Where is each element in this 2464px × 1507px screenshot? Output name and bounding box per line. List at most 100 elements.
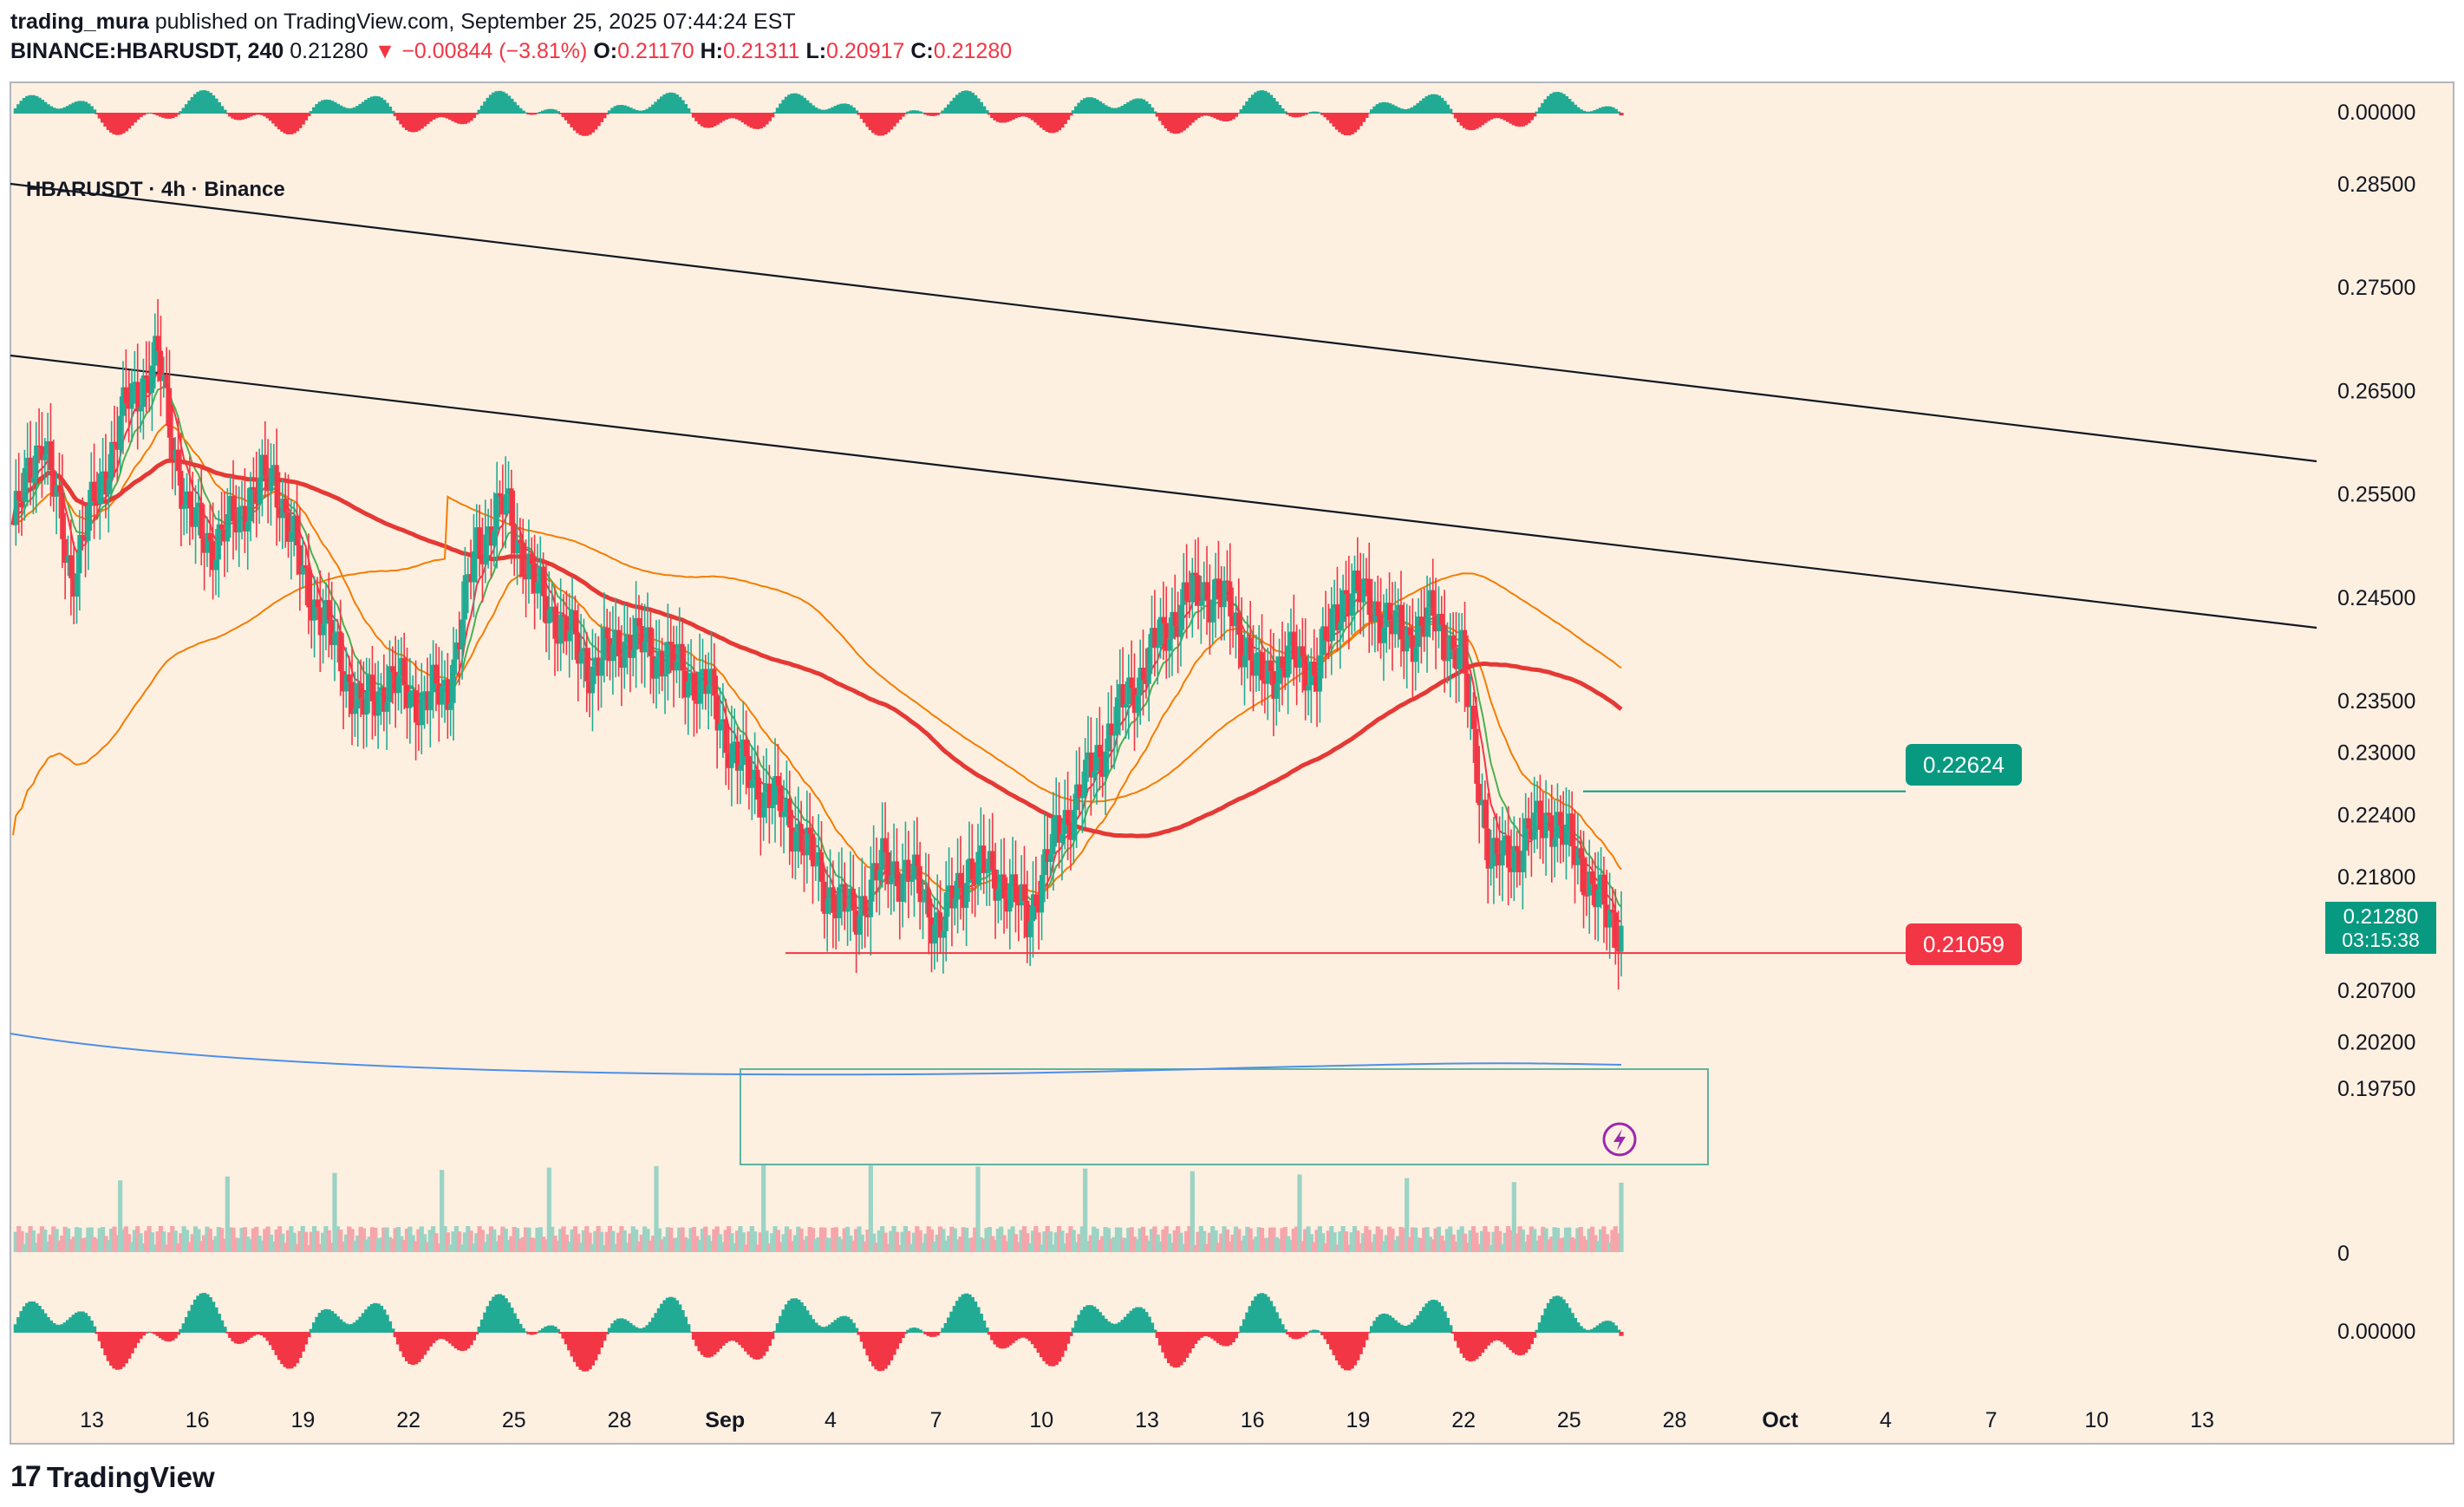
osc-bottom-bar [393, 1332, 398, 1337]
osc-top-bar [1323, 113, 1328, 118]
volume-bar [82, 1237, 88, 1252]
osc-top-bar [1030, 113, 1036, 121]
author-name[interactable]: trading_mura [10, 10, 149, 34]
osc-bottom-bar [74, 1312, 80, 1333]
volume-bar [744, 1244, 749, 1252]
osc-bottom-bar [726, 1332, 732, 1341]
osc-top-bar [1178, 113, 1183, 133]
osc-top-bar [1384, 102, 1389, 114]
volume-bar [228, 1227, 233, 1252]
tradingview-logo[interactable]: 17 TradingView [10, 1460, 215, 1494]
candle-body [1459, 630, 1464, 648]
osc-top-bar [1450, 113, 1456, 114]
symbol-interval[interactable]: BINANCE:HBARUSDT, 240 [10, 39, 284, 63]
volume-bar [1410, 1227, 1415, 1252]
osc-top-bar [1103, 105, 1108, 114]
volume-bar [263, 1229, 268, 1252]
candle-body [857, 916, 862, 936]
volume-bar [393, 1228, 398, 1252]
candle-body [219, 524, 225, 530]
alert-lightning-icon[interactable] [1602, 1122, 1637, 1157]
candle-body [822, 881, 827, 914]
osc-bottom-bar [697, 1332, 702, 1352]
candle-body [1092, 771, 1097, 778]
candle-body [1418, 616, 1424, 626]
candle-body [153, 336, 158, 366]
osc-bottom-bar [16, 1317, 22, 1333]
candle-body [259, 454, 265, 479]
volume-bar [341, 1241, 346, 1252]
osc-top-bar [671, 93, 676, 114]
osc-top-bar [1013, 113, 1019, 119]
osc-bottom-bar [1103, 1318, 1108, 1333]
candle-body [1111, 734, 1117, 736]
volume-bar [1546, 1239, 1552, 1252]
candle-body [544, 596, 549, 623]
osc-top-bar [1262, 90, 1268, 114]
candle-body [753, 769, 758, 780]
osc-bottom-bar [233, 1332, 238, 1344]
candle-body [1155, 645, 1160, 649]
candle-body [1520, 850, 1525, 872]
osc-top-bar [584, 113, 590, 136]
volume-bar [1042, 1231, 1047, 1252]
candle-body [593, 657, 598, 667]
osc-top-bar [1497, 113, 1503, 119]
osc-bottom-bar [364, 1309, 369, 1333]
y-tick-label-11: 0.19750 [2337, 1077, 2415, 1101]
osc-bottom-bar [677, 1304, 682, 1333]
osc-top-bar [138, 113, 143, 118]
osc-top-bar [56, 108, 62, 114]
time-axis[interactable]: 13 16 19 22 25 28 Sep 4 7 10 13 16 19 22 25 28 Oct 4 7 10 13 [80, 1408, 2214, 1432]
price-axis[interactable]: 0.285000.275000.265000.255000.245000.235… [2337, 173, 2415, 1101]
volume-bar [732, 1243, 737, 1252]
volume-bar [1523, 1241, 1529, 1252]
chart-legend[interactable]: HBARUSDT · 4h · Binance [26, 178, 285, 201]
candle-body [488, 526, 494, 546]
osc-top-bar [984, 110, 989, 114]
volume-bar [787, 1229, 792, 1252]
volume-bar [538, 1227, 543, 1252]
osc-bottom-bar [1176, 1332, 1181, 1367]
candle-body [518, 539, 523, 544]
candle-body [1129, 677, 1134, 688]
osc-bottom-bar [1149, 1322, 1155, 1333]
volume-bar [1444, 1229, 1450, 1252]
volume-bar [280, 1233, 285, 1252]
candle-body [1535, 800, 1540, 813]
osc-top-bar [923, 113, 929, 115]
osc-bottom-bar [520, 1328, 525, 1333]
osc-bottom-bar [399, 1332, 404, 1352]
candle-body [1567, 813, 1572, 825]
osc-top-bar [1619, 113, 1624, 116]
candle-body [1193, 572, 1198, 576]
candle-body [842, 884, 847, 912]
osc-bottom-bar [355, 1320, 361, 1333]
candle-body [1019, 884, 1024, 906]
y-tick-label-6: 0.23000 [2337, 741, 2415, 766]
candle-body [813, 864, 818, 867]
candle-body [764, 783, 769, 793]
level-high-badge[interactable] [1906, 744, 2022, 786]
volume-bar [291, 1232, 297, 1252]
osc-top-bar [106, 113, 111, 130]
osc-top-bar [294, 113, 300, 132]
osc-top-bar [1390, 104, 1395, 114]
volume-bar [1491, 1231, 1496, 1252]
x-tick-label-14: 25 [1557, 1408, 1581, 1432]
candle-body [207, 532, 212, 541]
osc-top-bar [509, 98, 514, 114]
osc-top-bar [205, 90, 210, 114]
osc-top-bar [1317, 112, 1322, 114]
osc-top-bar [1193, 113, 1198, 121]
osc-top-bar [433, 113, 439, 119]
osc-bottom-bar [175, 1332, 181, 1335]
osc-bottom-bar [1555, 1295, 1561, 1333]
candle-body [526, 553, 531, 580]
osc-top-bar [734, 113, 740, 120]
level-low-badge[interactable] [1906, 923, 2022, 965]
osc-top-bar [1219, 113, 1224, 121]
volume-bar [1433, 1228, 1438, 1252]
osc-top-bar [1326, 113, 1332, 121]
